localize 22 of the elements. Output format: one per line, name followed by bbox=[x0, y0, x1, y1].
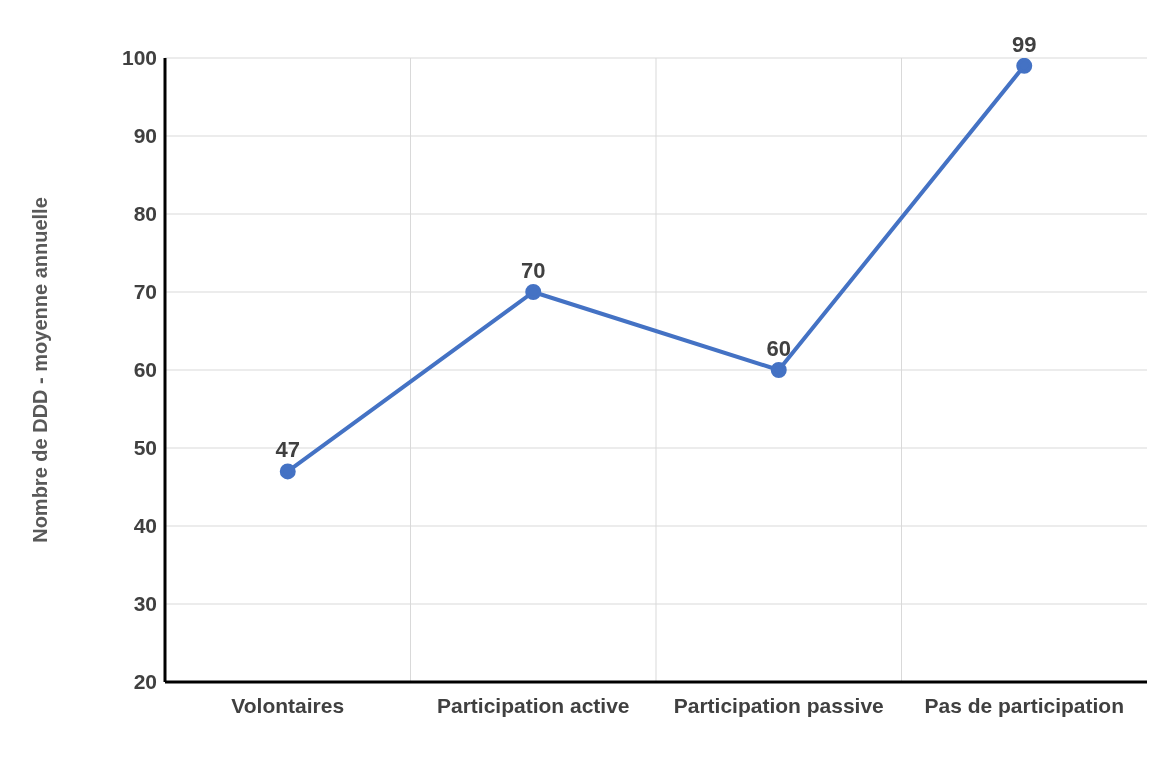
data-label: 47 bbox=[275, 437, 300, 463]
x-tick-label: Participation passive bbox=[673, 693, 884, 717]
point bbox=[1016, 58, 1033, 74]
y-axis-title: Nombre de DDD - moyenne annuelle bbox=[29, 197, 52, 543]
y-tick-label: 20 bbox=[133, 670, 157, 694]
x-tick-label: Pas de participation bbox=[924, 693, 1125, 717]
data-label: 99 bbox=[1012, 31, 1037, 57]
x-tick-label: Volontaires bbox=[231, 693, 345, 717]
y-tick-label: 50 bbox=[133, 436, 157, 460]
data-label: 70 bbox=[521, 258, 546, 283]
y-tick-label: 70 bbox=[133, 280, 157, 304]
point bbox=[279, 463, 296, 480]
point bbox=[525, 284, 542, 300]
data-label: 60 bbox=[766, 336, 791, 361]
x-tick-label: Participation active bbox=[436, 693, 630, 717]
y-tick-label: 60 bbox=[133, 358, 157, 382]
y-tick-label: 30 bbox=[133, 592, 157, 616]
y-tick-label: 40 bbox=[133, 514, 157, 538]
point bbox=[770, 362, 787, 378]
y-tick-label: 90 bbox=[133, 124, 157, 148]
y-tick-label: 100 bbox=[121, 46, 157, 70]
y-tick-label: 80 bbox=[133, 202, 157, 226]
